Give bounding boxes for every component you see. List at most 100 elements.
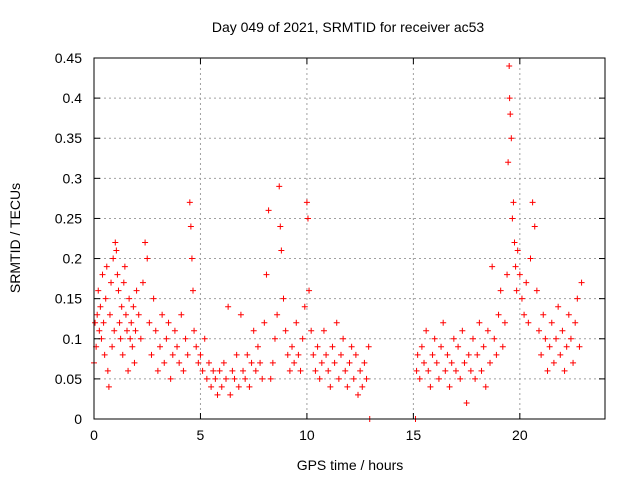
data-point	[448, 359, 455, 366]
data-point	[106, 311, 113, 318]
data-point	[124, 327, 131, 334]
data-point	[127, 335, 134, 342]
data-point	[327, 383, 334, 390]
y-tick-label: 0.25	[55, 210, 82, 226]
data-point	[152, 327, 159, 334]
y-tick-label: 0.2	[63, 251, 83, 267]
data-point	[513, 287, 520, 294]
data-point	[110, 255, 117, 262]
data-point	[459, 327, 466, 334]
data-point	[570, 359, 577, 366]
data-point	[535, 327, 542, 334]
data-point	[423, 327, 430, 334]
data-point	[115, 287, 122, 294]
data-point	[220, 359, 227, 366]
data-point	[501, 319, 508, 326]
data-point	[335, 375, 342, 382]
data-point	[111, 327, 118, 334]
data-point	[297, 367, 304, 374]
data-point	[474, 351, 481, 358]
y-tick-label: 0.1	[63, 331, 83, 347]
data-point	[278, 247, 285, 254]
data-point	[119, 351, 126, 358]
data-point	[214, 391, 221, 398]
data-point	[323, 351, 330, 358]
data-point	[133, 287, 140, 294]
data-point	[261, 319, 268, 326]
data-point	[546, 343, 553, 350]
data-point	[250, 327, 257, 334]
data-point	[184, 351, 191, 358]
data-point	[218, 383, 225, 390]
data-point	[114, 271, 121, 278]
data-point	[476, 319, 483, 326]
data-point	[337, 351, 344, 358]
data-point	[252, 367, 259, 374]
data-point	[150, 295, 157, 302]
data-point	[171, 327, 178, 334]
data-point	[508, 135, 515, 142]
data-point	[267, 375, 274, 382]
data-point	[538, 351, 545, 358]
data-point	[413, 367, 420, 374]
data-point	[465, 351, 472, 358]
data-point	[495, 311, 502, 318]
data-point	[101, 351, 108, 358]
data-point	[197, 351, 204, 358]
data-point	[229, 367, 236, 374]
data-point	[306, 287, 313, 294]
data-point	[544, 367, 551, 374]
data-point	[521, 311, 528, 318]
data-point	[125, 367, 132, 374]
data-point	[512, 263, 519, 270]
data-point	[99, 271, 106, 278]
data-point	[316, 375, 323, 382]
data-point	[357, 367, 364, 374]
data-point	[450, 335, 457, 342]
data-point	[533, 287, 540, 294]
data-point	[271, 335, 278, 342]
data-point	[242, 375, 249, 382]
data-point	[506, 95, 513, 102]
y-tick-label: 0.45	[55, 50, 82, 66]
data-point	[550, 359, 557, 366]
data-point	[116, 319, 123, 326]
data-point	[235, 383, 242, 390]
data-point	[246, 383, 253, 390]
data-point	[435, 375, 442, 382]
data-point	[113, 247, 120, 254]
data-point	[186, 199, 193, 206]
data-point	[572, 319, 579, 326]
data-point	[112, 239, 119, 246]
data-point	[94, 311, 101, 318]
data-point	[276, 183, 283, 190]
data-point	[291, 359, 298, 366]
data-point	[350, 375, 357, 382]
data-point	[254, 343, 261, 350]
data-point	[108, 279, 115, 286]
y-tick-label: 0.3	[63, 170, 83, 186]
data-point	[511, 239, 518, 246]
data-point	[144, 255, 151, 262]
data-point	[257, 359, 264, 366]
data-point	[240, 367, 247, 374]
data-point	[231, 375, 238, 382]
data-point	[493, 351, 500, 358]
grid-lines	[94, 58, 605, 419]
data-point	[308, 327, 315, 334]
data-point	[137, 335, 144, 342]
y-tick-labels: 0 0.05 0.1 0.15 0.2 0.25 0.3 0.35 0.4 0.45	[55, 50, 82, 427]
x-axis-label: GPS time / hours	[297, 457, 404, 473]
data-point	[126, 295, 133, 302]
data-point	[529, 199, 536, 206]
data-point	[299, 335, 306, 342]
data-point	[104, 367, 111, 374]
data-point	[212, 375, 219, 382]
data-point	[233, 351, 240, 358]
data-point	[174, 343, 181, 350]
data-point	[342, 367, 349, 374]
data-point	[227, 391, 234, 398]
data-point	[157, 343, 164, 350]
data-point	[265, 207, 272, 214]
data-point	[208, 383, 215, 390]
